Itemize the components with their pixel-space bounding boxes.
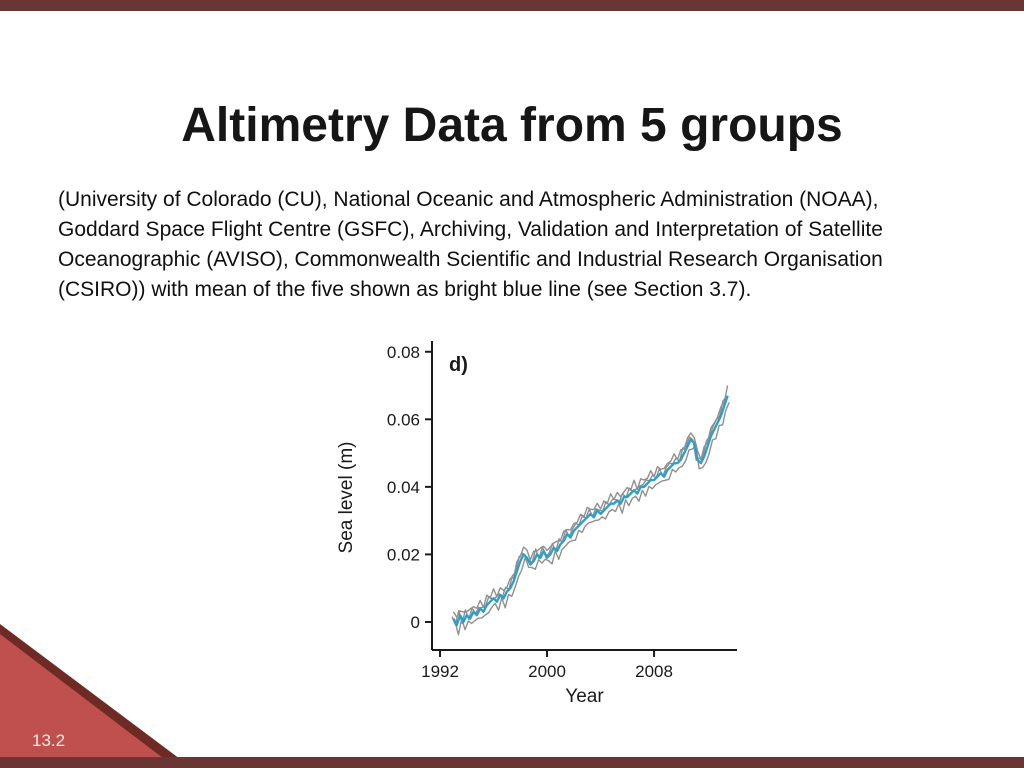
corner-triangle <box>0 634 176 768</box>
ensemble-line-0 <box>452 385 729 618</box>
y-tick-label-4: 0.08 <box>387 343 420 362</box>
top-edge-bar <box>0 0 1024 11</box>
y-tick-label-2: 0.04 <box>387 478 420 497</box>
x-tick-label-0: 1992 <box>421 662 459 681</box>
y-tick-label-0: 0 <box>411 613 420 632</box>
sea-level-chart-figure: 0 0.02 0.04 0.06 0.08 1992 2000 2008 Year Sea lev… <box>330 330 745 712</box>
panel-label: d) <box>449 354 468 376</box>
x-axis-title: Year <box>565 686 604 707</box>
x-tick-label-2: 2008 <box>635 662 673 681</box>
x-tick-label-1: 2000 <box>528 662 566 681</box>
y-axis-title: Sea level (m) <box>336 442 357 554</box>
bottom-edge-bar <box>0 757 1024 768</box>
y-tick-label-3: 0.06 <box>387 410 420 429</box>
ensemble-line-1 <box>454 402 730 636</box>
slide-body-text: (University of Colorado (CU), National O… <box>58 188 883 302</box>
sea-level-chart: 0 0.02 0.04 0.06 0.08 1992 2000 2008 Year Sea lev… <box>336 341 737 707</box>
ensemble-line-2 <box>451 396 727 626</box>
mean-sea-level-line <box>452 395 729 627</box>
slide-title: Altimetry Data from 5 groups <box>181 99 843 153</box>
slide-number: 13.2 <box>32 731 66 750</box>
y-tick-label-1: 0.02 <box>387 545 420 564</box>
corner-triangle-decoration <box>0 624 192 768</box>
